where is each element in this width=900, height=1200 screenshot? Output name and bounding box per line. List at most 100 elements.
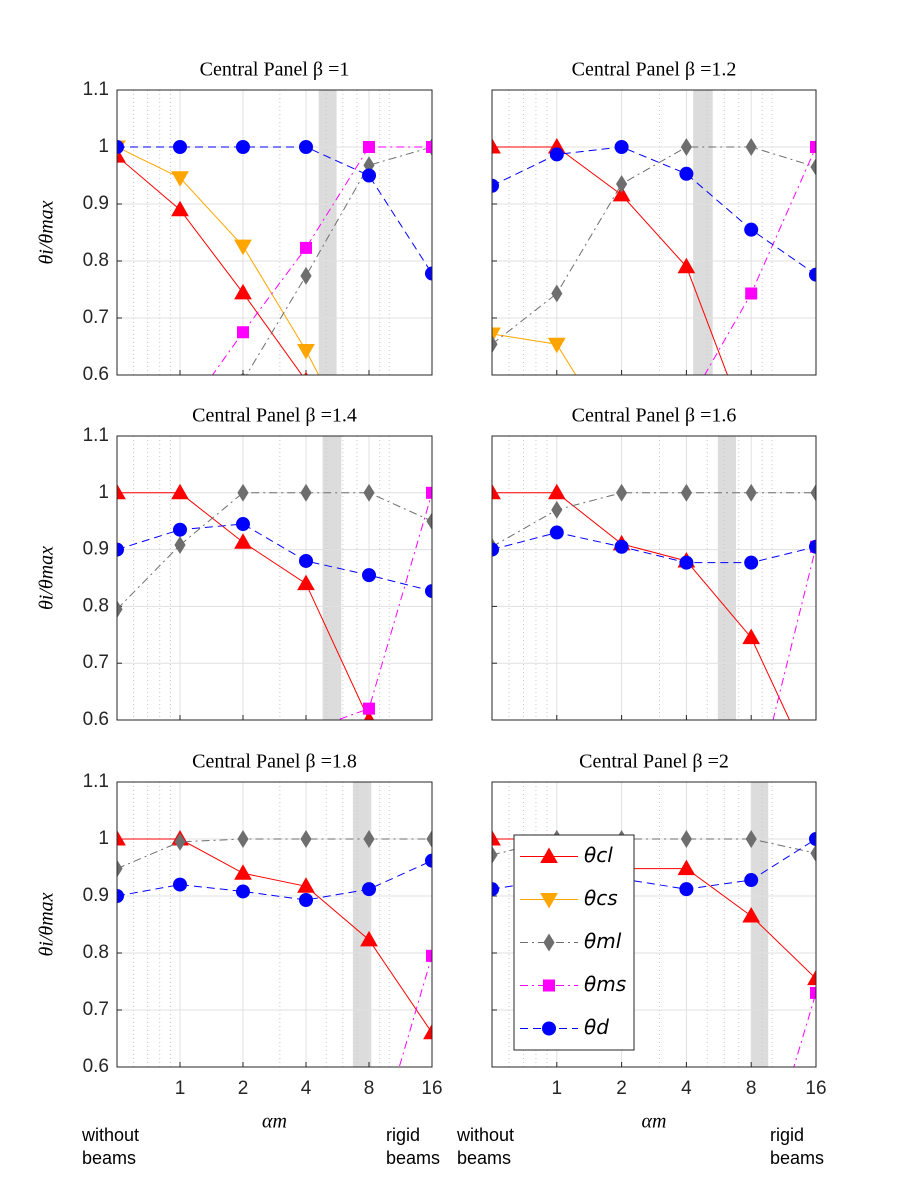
legend-label: θml (584, 929, 622, 953)
y-tick-label: 1.1 (83, 771, 109, 792)
marker (543, 933, 555, 952)
marker (742, 906, 761, 923)
marker (297, 877, 315, 893)
series-line (398, 955, 432, 1067)
legend: θcl θcs θml θms θd (513, 834, 635, 1051)
annotation: rigid beams (770, 1125, 825, 1168)
marker (809, 267, 816, 282)
marker (362, 882, 376, 897)
marker (614, 140, 629, 154)
marker (680, 138, 692, 156)
plot-area (492, 436, 816, 720)
marker (426, 949, 432, 962)
marker (426, 141, 432, 153)
series-line (117, 492, 432, 610)
annotation: without beams (457, 1125, 515, 1168)
marker (234, 283, 252, 300)
chart-title: Central Panel β =1.2 (572, 59, 737, 81)
subplot: Central Panel β =1.6 (491, 405, 824, 783)
plot-area (492, 90, 816, 375)
marker (236, 517, 250, 532)
marker (300, 241, 312, 254)
marker (363, 483, 375, 502)
x-tick-label: 2 (616, 1078, 627, 1099)
shaded-band (693, 90, 713, 375)
marker (492, 137, 501, 154)
series-group (492, 483, 824, 783)
y-tick-label: 0.7 (83, 652, 109, 673)
legend-label: θms (584, 972, 626, 996)
y-axis-label: θi/θmax (36, 200, 58, 264)
marker (117, 140, 124, 154)
x-tick-label: 4 (681, 1078, 692, 1099)
marker (236, 140, 250, 154)
marker (492, 178, 499, 193)
y-tick-label: 0.7 (83, 307, 109, 328)
marker (810, 844, 816, 863)
axes-frame (116, 89, 433, 376)
y-axis-label: θi/θmax (36, 892, 58, 956)
marker (237, 326, 249, 339)
marker (809, 539, 816, 554)
chart-title: Central Panel β =1.6 (572, 405, 737, 427)
marker (363, 702, 375, 715)
series-line (117, 155, 303, 375)
marker (547, 483, 566, 500)
y-axis-label: θi/θmax (36, 546, 58, 610)
marker (540, 847, 558, 863)
marker (301, 726, 312, 737)
shaded-band (352, 782, 372, 1067)
marker (426, 830, 432, 848)
marker (543, 979, 555, 992)
marker (300, 266, 312, 285)
y-tick-label: 0.7 (83, 999, 109, 1020)
series-group (117, 483, 432, 737)
marker (171, 483, 189, 500)
plot-area (117, 90, 432, 375)
y-tick-label: 1.1 (83, 79, 109, 100)
marker (299, 553, 313, 568)
series-line (492, 146, 816, 276)
chart-title: Central Panel β =1 (200, 59, 350, 81)
series-group (117, 138, 432, 375)
series-line (245, 146, 432, 375)
marker (426, 486, 432, 499)
marker (745, 138, 757, 156)
marker (808, 769, 824, 783)
y-tick-label: 0.9 (83, 539, 109, 560)
marker (299, 892, 313, 907)
marker (680, 483, 692, 502)
marker (299, 140, 313, 154)
axes-frame (116, 781, 433, 1068)
series-group (117, 829, 432, 1175)
x-axis-label: αm (642, 1111, 667, 1133)
shaded-band (322, 436, 342, 720)
series-line (117, 860, 432, 901)
marker (547, 337, 566, 354)
shaded-band (318, 90, 337, 375)
marker (744, 873, 759, 888)
marker (117, 889, 124, 903)
marker (549, 525, 564, 540)
x-tick-label: 1 (175, 1078, 186, 1099)
marker (492, 483, 501, 500)
marker (297, 574, 315, 591)
marker (117, 542, 124, 557)
marker (745, 830, 757, 848)
series-line (492, 532, 816, 564)
annotation: rigid beams (386, 1125, 441, 1168)
y-tick-label: 0.8 (83, 942, 109, 963)
y-tick-label: 0.6 (83, 1056, 109, 1077)
series-line (117, 523, 432, 592)
marker (744, 555, 759, 570)
y-tick-label: 1.1 (83, 425, 109, 446)
marker (364, 1164, 375, 1175)
marker (300, 830, 312, 848)
x-tick-label: 8 (746, 1078, 757, 1099)
marker (810, 986, 816, 999)
marker (362, 168, 376, 183)
marker (612, 185, 631, 202)
marker (492, 882, 499, 897)
